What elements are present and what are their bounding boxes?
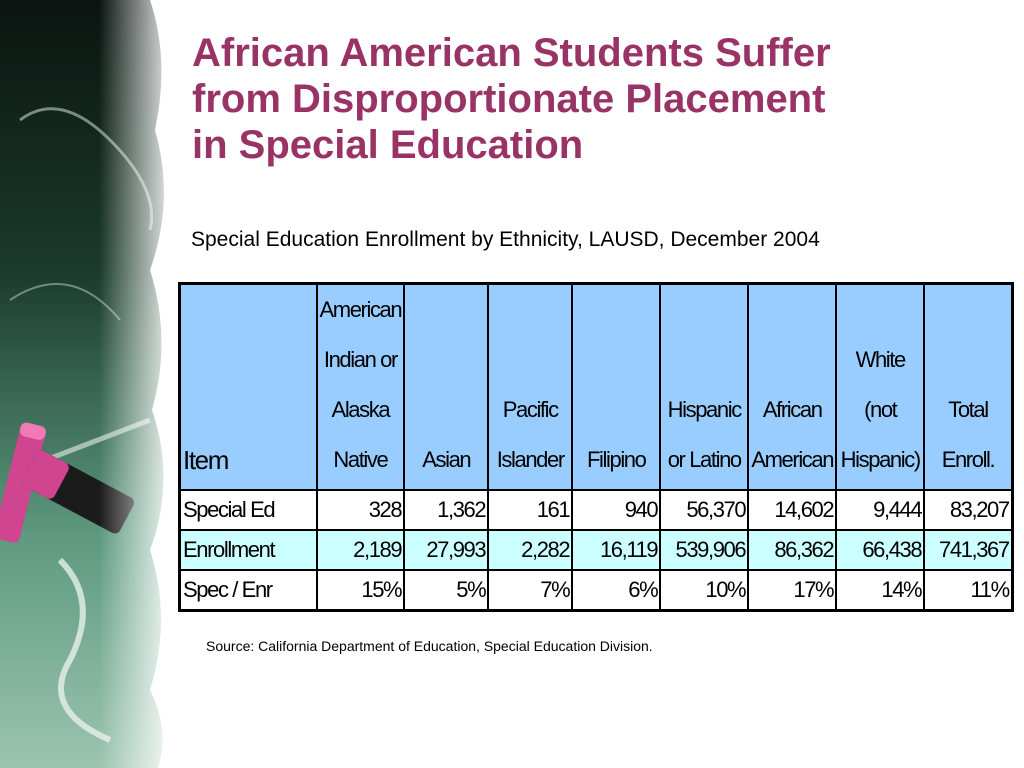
table-cell: 17% — [747, 569, 838, 612]
table-cell: 83,207 — [923, 489, 1014, 531]
table-cell: 2,282 — [487, 529, 574, 571]
enrollment-table-container: Item American Indian or Alaska Native As… — [178, 282, 1014, 612]
table-cell: 539,906 — [659, 529, 750, 571]
table-cell: 6% — [571, 569, 662, 612]
title-line-2: from Disproportionate Placement — [192, 77, 826, 121]
chalkboard-decoration — [0, 0, 180, 768]
table-cell: 328 — [315, 489, 406, 531]
table-cell: 7% — [487, 569, 574, 612]
table-caption: Special Education Enrollment by Ethnicit… — [191, 228, 820, 251]
header-hispanic: Hispanic or Latino — [659, 282, 750, 491]
source-note: Source: California Department of Educati… — [206, 638, 653, 654]
table-cell: 9,444 — [835, 489, 926, 531]
table-cell: 86,362 — [747, 529, 838, 571]
table-cell: 56,370 — [659, 489, 750, 531]
table-cell: 940 — [571, 489, 662, 531]
row-label: Special Ed — [178, 489, 318, 531]
table-cell: 161 — [487, 489, 574, 531]
table-cell: 14% — [835, 569, 926, 612]
header-item: Item — [178, 282, 318, 491]
header-american-indian: American Indian or Alaska Native — [315, 282, 406, 491]
table-row: Spec / Enr 15% 5% 7% 6% 10% 17% 14% 11% — [178, 569, 1014, 612]
table-cell: 1,362 — [403, 489, 490, 531]
table-cell: 2,189 — [315, 529, 406, 571]
header-pacific-islander: Pacific Islander — [487, 282, 574, 491]
table-row: Enrollment 2,189 27,993 2,282 16,119 539… — [178, 529, 1014, 571]
enrollment-table: Item American Indian or Alaska Native As… — [178, 282, 1014, 612]
table-cell: 66,438 — [835, 529, 926, 571]
table-cell: 10% — [659, 569, 750, 612]
header-total: Total Enroll. — [923, 282, 1014, 491]
header-asian: Asian — [403, 282, 490, 491]
table-cell: 741,367 — [923, 529, 1014, 571]
header-white: White (not Hispanic) — [835, 282, 926, 491]
title-line-3: in Special Education — [192, 123, 584, 167]
header-african-american: African American — [747, 282, 838, 491]
header-filipino: Filipino — [571, 282, 662, 491]
table-cell: 14,602 — [747, 489, 838, 531]
table-cell: 11% — [923, 569, 1014, 612]
header-row: Item American Indian or Alaska Native As… — [178, 282, 1014, 491]
row-label: Spec / Enr — [178, 569, 318, 612]
table-cell: 5% — [403, 569, 490, 612]
row-label: Enrollment — [178, 529, 318, 571]
table-cell: 15% — [315, 569, 406, 612]
title-line-1: African American Students Suffer — [192, 31, 831, 75]
table-cell: 16,119 — [571, 529, 662, 571]
slide-title: African American Students Suffer from Di… — [192, 30, 1002, 168]
table-cell: 27,993 — [403, 529, 490, 571]
table-row: Special Ed 328 1,362 161 940 56,370 14,6… — [178, 489, 1014, 531]
